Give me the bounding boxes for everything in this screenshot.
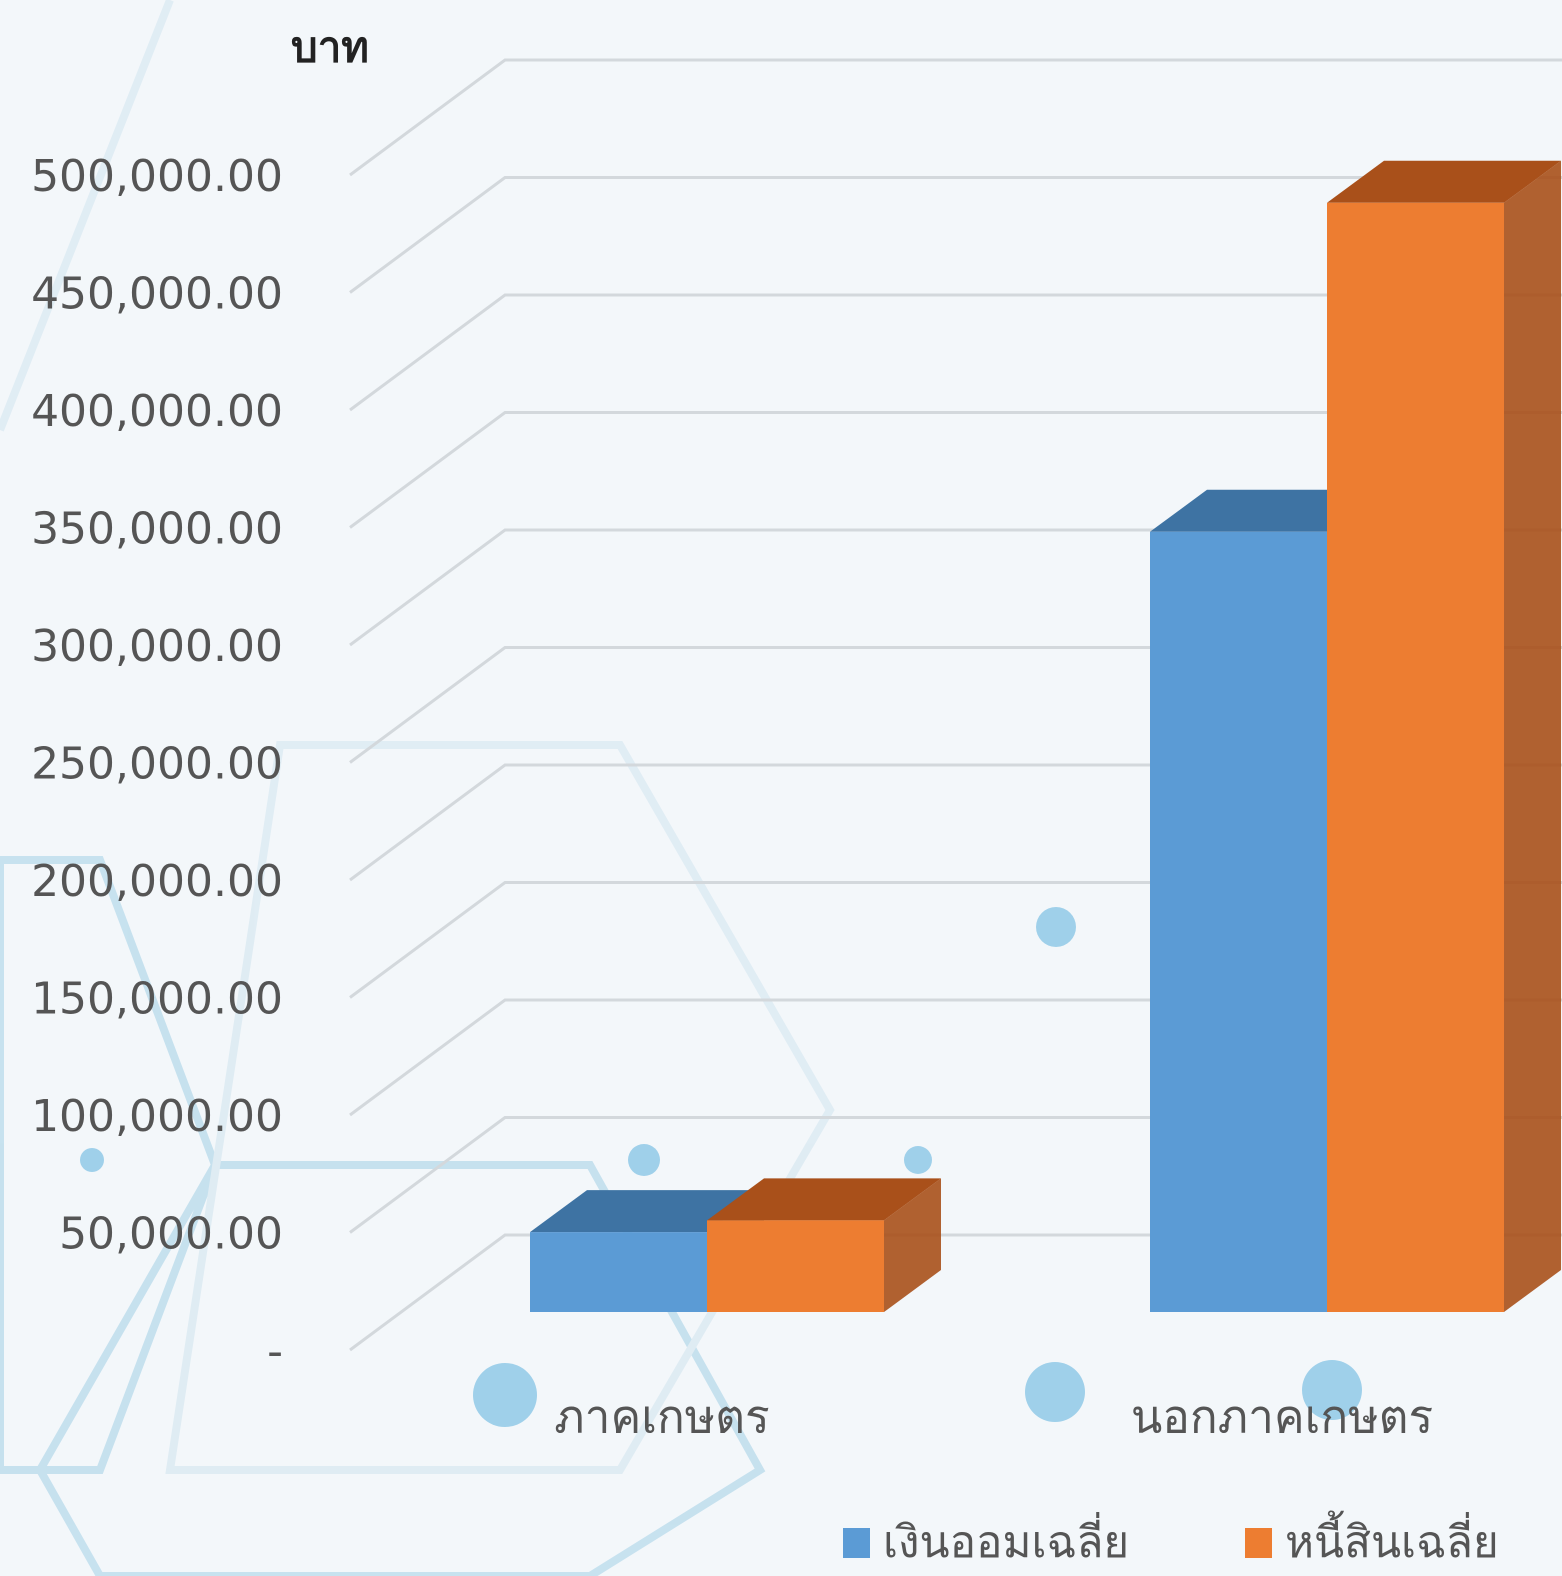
- legend-swatch: [1245, 1528, 1272, 1558]
- x-tick-label: นอกภาคเกษตร: [1131, 1390, 1433, 1444]
- grid-line: [349, 293, 1562, 412]
- y-tick-label: 50,000.00: [59, 1209, 283, 1260]
- y-tick-label: 450,000.00: [31, 269, 283, 320]
- background-dots: [80, 907, 1362, 1427]
- grid-line: [349, 411, 1562, 529]
- x-tick-label: ภาคเกษตร: [554, 1390, 769, 1444]
- bar-top: [1327, 160, 1561, 203]
- bar: [707, 1220, 884, 1312]
- y-tick-label: 300,000.00: [31, 621, 283, 672]
- bar-top: [530, 1190, 764, 1233]
- grid-line: [349, 176, 1562, 294]
- bar-side: [1504, 160, 1561, 1312]
- bar-side: [884, 1178, 941, 1312]
- legend-label: เงินออมเฉลี่ย: [883, 1511, 1129, 1568]
- legend-label: หนี้สินเฉลี่ย: [1285, 1510, 1499, 1568]
- bar-top: [1150, 489, 1384, 532]
- y-tick-label: 500,000.00: [31, 151, 283, 202]
- legend-swatch: [843, 1528, 870, 1558]
- bar: [1150, 531, 1327, 1312]
- y-tick-label: 400,000.00: [31, 386, 283, 437]
- bar: [530, 1232, 707, 1312]
- y-axis-label: บาท: [291, 23, 369, 72]
- bar: [1327, 202, 1504, 1312]
- y-tick-label: 200,000.00: [31, 856, 283, 907]
- bar-top: [707, 1178, 941, 1221]
- y-tick-label: 100,000.00: [31, 1091, 283, 1142]
- y-tick-label: 350,000.00: [31, 504, 283, 555]
- y-tick-label: 250,000.00: [31, 739, 283, 790]
- y-tick-label: 150,000.00: [31, 974, 283, 1025]
- grid-line: [349, 58, 1562, 177]
- y-tick-label: -: [267, 1326, 283, 1377]
